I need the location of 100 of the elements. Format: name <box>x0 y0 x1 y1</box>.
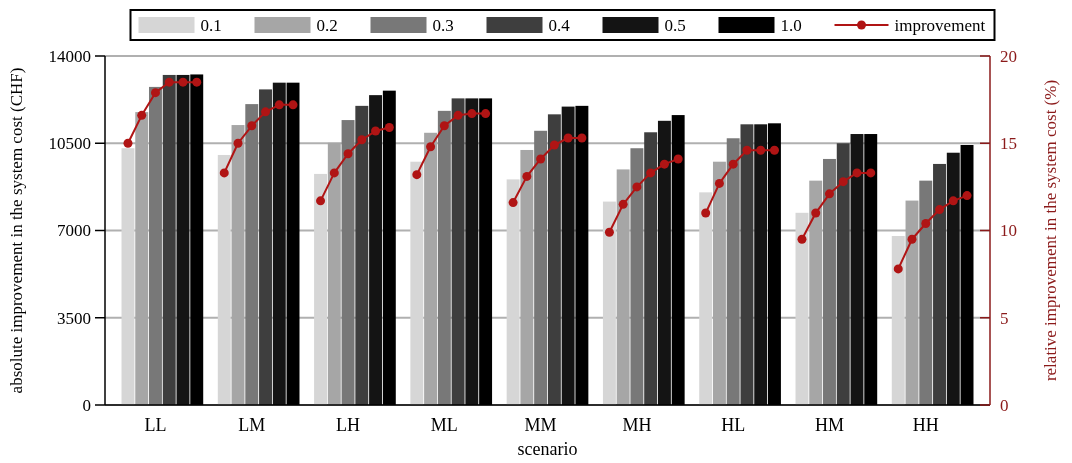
point <box>481 109 491 119</box>
bar <box>836 143 850 405</box>
point <box>893 264 903 274</box>
legend-label: 0.2 <box>316 15 338 35</box>
bar <box>740 124 754 405</box>
bar <box>919 180 933 405</box>
point <box>247 121 257 131</box>
bar <box>341 120 355 405</box>
bar <box>891 235 905 405</box>
point <box>384 123 394 133</box>
point <box>137 110 147 120</box>
point <box>701 208 711 218</box>
point <box>577 133 587 143</box>
x-tick-label: LM <box>238 415 266 435</box>
y2-axis-title: relative improvement in the system cost (%) <box>1041 79 1060 382</box>
point <box>426 142 436 152</box>
bar <box>933 163 946 405</box>
point <box>769 145 779 155</box>
point <box>563 133 573 143</box>
bar <box>726 138 740 405</box>
point <box>439 121 449 131</box>
y-axis-title: absolute improvement in the system cost (CHF) <box>7 67 26 394</box>
bar <box>561 106 575 405</box>
bar <box>644 132 658 405</box>
y2-tick-label: 5 <box>1000 308 1009 328</box>
point <box>604 227 614 237</box>
bar <box>823 158 836 405</box>
bar <box>121 148 135 405</box>
point <box>921 219 931 229</box>
y-tick-label: 7000 <box>57 221 91 241</box>
y-tick-label: 14000 <box>48 46 91 66</box>
x-tick-label: MH <box>622 415 652 435</box>
bar <box>534 130 548 405</box>
point <box>371 126 381 136</box>
point <box>728 159 738 169</box>
y2-tick-label: 15 <box>1000 134 1017 154</box>
point <box>714 178 724 188</box>
y2-tick-label: 0 <box>1000 395 1009 415</box>
point <box>261 107 271 117</box>
point <box>742 145 752 155</box>
point <box>948 196 958 206</box>
point <box>288 100 298 110</box>
legend-label: 0.5 <box>664 15 686 35</box>
bar <box>946 152 960 405</box>
point <box>811 208 821 218</box>
point <box>907 234 917 244</box>
bar <box>245 104 259 405</box>
x-tick-label: HL <box>721 415 746 435</box>
legend-label: 0.1 <box>200 15 222 35</box>
point <box>618 199 628 209</box>
x-tick-label: HH <box>912 415 939 435</box>
y2-tick-label: 20 <box>1000 46 1017 66</box>
bar <box>657 120 671 405</box>
point <box>797 234 807 244</box>
x-tick-label: MM <box>524 415 557 435</box>
x-axis-title: scenario <box>517 439 578 459</box>
legend-label: 0.3 <box>432 15 454 35</box>
point <box>756 145 766 155</box>
point <box>632 182 642 192</box>
legend-label: 0.4 <box>548 15 571 35</box>
point <box>329 168 339 178</box>
y-tick-label: 3500 <box>57 308 91 328</box>
point <box>123 138 133 148</box>
bar <box>272 82 286 405</box>
x-tick-label: LH <box>336 415 361 435</box>
bar <box>630 148 644 405</box>
bar <box>369 95 383 405</box>
legend-label: improvement <box>894 15 986 35</box>
bar <box>355 105 369 405</box>
point <box>219 168 229 178</box>
bar <box>410 161 424 405</box>
point <box>935 205 945 215</box>
bar <box>602 201 616 405</box>
bar <box>465 98 479 405</box>
bar <box>314 173 328 405</box>
point <box>824 189 834 199</box>
bar <box>547 114 561 405</box>
x-tick-label: HM <box>814 415 844 435</box>
point <box>150 88 160 98</box>
x-tick-label: LL <box>144 415 167 435</box>
bar <box>506 179 520 405</box>
bar <box>699 192 713 405</box>
bar <box>795 212 809 405</box>
bar <box>176 74 190 405</box>
point <box>357 135 367 145</box>
point <box>549 140 559 150</box>
bar <box>437 110 451 405</box>
point <box>838 177 848 187</box>
x-tick-label: ML <box>430 415 458 435</box>
point <box>852 168 862 178</box>
point <box>962 191 972 201</box>
bar <box>162 74 176 405</box>
point <box>192 77 202 87</box>
point <box>673 154 683 164</box>
point <box>866 168 876 178</box>
point <box>659 159 669 169</box>
bar <box>217 154 231 405</box>
bar <box>850 134 864 405</box>
point <box>536 154 546 164</box>
point <box>164 77 174 87</box>
